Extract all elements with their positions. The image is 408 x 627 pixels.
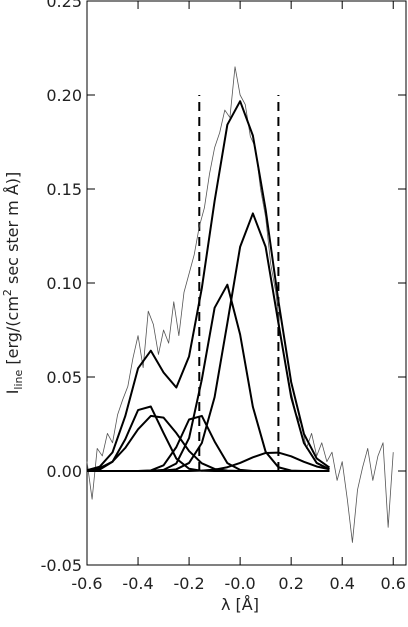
y-axis-label: Iline [erg/(cm2 sec ster m Å)]	[1, 172, 25, 395]
y-tick-label: 0.20	[46, 86, 82, 105]
x-tick-label: 0.6	[381, 574, 406, 593]
spectrum-line	[86, 66, 394, 543]
y-tick-label: 0.25	[46, 0, 82, 11]
plot-frame	[86, 0, 407, 566]
x-tick-label: 0.2	[278, 574, 303, 593]
y-tick-label: -0.05	[41, 556, 82, 575]
fit-line	[87, 283, 330, 472]
y-label-sub: line	[12, 369, 25, 389]
x-tick-label: -0.4	[122, 574, 153, 593]
y-label-main: I	[3, 390, 22, 395]
fit-line	[86, 100, 331, 472]
x-tick-label: -0.2	[173, 574, 204, 593]
x-axis-label: λ [Å]	[221, 595, 259, 614]
y-tick-label: 0.05	[46, 368, 82, 387]
y-tick-label: 0.00	[46, 462, 82, 481]
y-label-sup: 2	[1, 289, 14, 296]
y-label-unit-rest: sec ster m Å)]	[3, 172, 22, 289]
y-tick-label: 0.15	[46, 180, 82, 199]
y-label-unit: [erg/(cm	[3, 296, 22, 370]
y-tick-label: 0.10	[46, 274, 82, 293]
x-tick-label: -0.0	[225, 574, 256, 593]
fit-line	[87, 451, 330, 472]
fit-line	[86, 405, 330, 472]
x-tick-label: -0.6	[71, 574, 102, 593]
x-tick-label: 0.4	[329, 574, 354, 593]
